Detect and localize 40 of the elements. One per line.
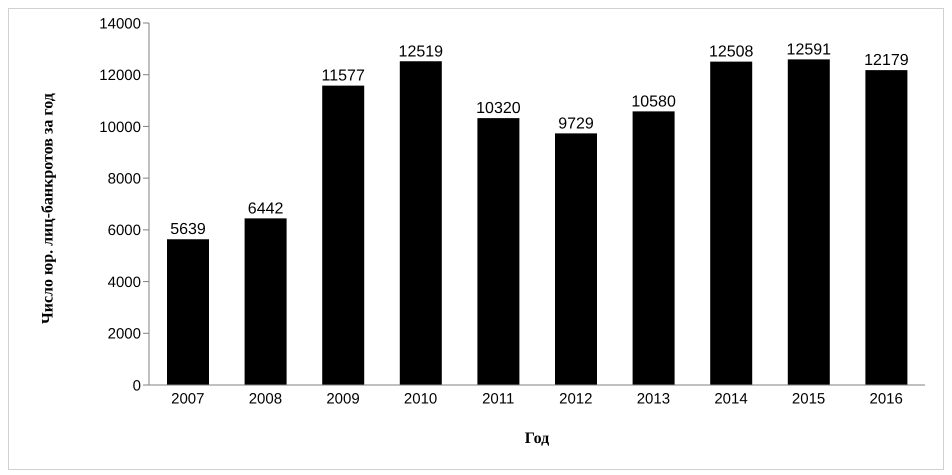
y-tick-label: 0 xyxy=(132,377,141,394)
y-tick-label: 6000 xyxy=(108,222,141,240)
y-tick-label: 12000 xyxy=(99,67,141,84)
x-tick-label: 2008 xyxy=(248,390,282,408)
x-tick-label: 2011 xyxy=(482,390,514,408)
bar xyxy=(167,239,209,385)
y-axis-title: Число юр. лиц-банкротов за год xyxy=(40,93,57,324)
x-axis-title: Год xyxy=(524,430,550,447)
data-label: 12519 xyxy=(398,43,444,60)
x-tick-label: 2007 xyxy=(171,390,204,408)
y-tick-label: 14000 xyxy=(99,15,141,32)
x-tick-label: 2010 xyxy=(404,390,438,408)
bar xyxy=(632,111,675,385)
x-tick-label: 2012 xyxy=(559,390,592,408)
bar xyxy=(400,61,442,385)
x-tick-label: 2009 xyxy=(326,390,360,408)
y-tick-label: 10000 xyxy=(99,118,141,136)
y-tick-label: 8000 xyxy=(108,170,141,188)
x-tick-label: 2014 xyxy=(714,390,748,408)
bar xyxy=(788,59,830,385)
data-label: 10320 xyxy=(476,100,521,118)
bar xyxy=(865,70,908,385)
data-label: 12591 xyxy=(786,41,832,58)
x-tick-label: 2015 xyxy=(792,390,826,408)
data-label: 12508 xyxy=(708,44,754,61)
data-label: 6442 xyxy=(248,200,284,218)
y-tick-label: 4000 xyxy=(108,274,141,291)
y-tick-label: 2000 xyxy=(108,326,141,343)
bar xyxy=(555,133,597,385)
data-label: 9729 xyxy=(558,115,594,132)
data-label: 10580 xyxy=(631,93,676,110)
x-tick-label: 2016 xyxy=(870,390,903,408)
bar xyxy=(322,86,364,385)
data-label: 12179 xyxy=(864,52,909,70)
bar xyxy=(244,218,287,385)
data-label: 5639 xyxy=(170,221,206,238)
x-tick-label: 2013 xyxy=(636,390,670,408)
bar xyxy=(477,118,520,385)
bar xyxy=(710,62,752,385)
data-label: 11577 xyxy=(322,68,365,85)
